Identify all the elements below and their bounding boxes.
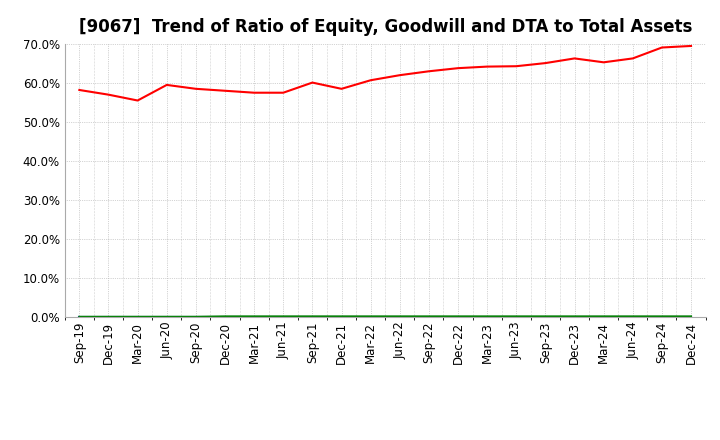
Goodwill <box>75 314 84 319</box>
Goodwill <box>163 314 171 319</box>
Deferred Tax Assets <box>629 314 637 319</box>
Goodwill <box>629 314 637 319</box>
Goodwill <box>425 314 433 319</box>
Goodwill <box>366 314 375 319</box>
Equity <box>657 45 666 50</box>
Deferred Tax Assets <box>570 314 579 319</box>
Equity <box>104 92 113 97</box>
Equity <box>570 56 579 61</box>
Goodwill <box>454 314 462 319</box>
Equity <box>395 73 404 78</box>
Goodwill <box>133 314 142 319</box>
Equity <box>483 64 492 69</box>
Deferred Tax Assets <box>657 314 666 319</box>
Equity <box>220 88 229 93</box>
Equity <box>512 63 521 69</box>
Goodwill <box>279 314 287 319</box>
Deferred Tax Assets <box>541 314 550 319</box>
Goodwill <box>192 314 200 319</box>
Equity <box>454 66 462 71</box>
Deferred Tax Assets <box>250 314 258 319</box>
Equity <box>279 90 287 95</box>
Goodwill <box>308 314 317 319</box>
Deferred Tax Assets <box>687 314 696 319</box>
Deferred Tax Assets <box>163 314 171 319</box>
Goodwill <box>657 314 666 319</box>
Equity <box>308 80 317 85</box>
Goodwill <box>483 314 492 319</box>
Deferred Tax Assets <box>425 314 433 319</box>
Deferred Tax Assets <box>395 314 404 319</box>
Goodwill <box>687 314 696 319</box>
Deferred Tax Assets <box>308 314 317 319</box>
Goodwill <box>599 314 608 319</box>
Equity <box>75 88 84 93</box>
Equity <box>599 60 608 65</box>
Goodwill <box>570 314 579 319</box>
Equity <box>687 43 696 48</box>
Deferred Tax Assets <box>133 314 142 319</box>
Equity <box>629 56 637 61</box>
Equity <box>250 90 258 95</box>
Equity <box>192 86 200 92</box>
Equity <box>425 69 433 74</box>
Deferred Tax Assets <box>454 314 462 319</box>
Deferred Tax Assets <box>220 314 229 319</box>
Goodwill <box>104 314 113 319</box>
Deferred Tax Assets <box>599 314 608 319</box>
Deferred Tax Assets <box>192 314 200 319</box>
Equity <box>163 82 171 88</box>
Deferred Tax Assets <box>512 314 521 319</box>
Goodwill <box>250 314 258 319</box>
Deferred Tax Assets <box>104 314 113 319</box>
Equity <box>337 86 346 92</box>
Equity <box>133 98 142 103</box>
Goodwill <box>220 314 229 319</box>
Deferred Tax Assets <box>366 314 375 319</box>
Goodwill <box>337 314 346 319</box>
Deferred Tax Assets <box>483 314 492 319</box>
Goodwill <box>512 314 521 319</box>
Deferred Tax Assets <box>279 314 287 319</box>
Equity <box>541 60 550 66</box>
Line: Equity: Equity <box>79 46 691 100</box>
Goodwill <box>541 314 550 319</box>
Text: [9067]  Trend of Ratio of Equity, Goodwill and DTA to Total Assets: [9067] Trend of Ratio of Equity, Goodwil… <box>78 18 692 36</box>
Goodwill <box>395 314 404 319</box>
Deferred Tax Assets <box>337 314 346 319</box>
Deferred Tax Assets <box>75 314 84 319</box>
Equity <box>366 77 375 83</box>
